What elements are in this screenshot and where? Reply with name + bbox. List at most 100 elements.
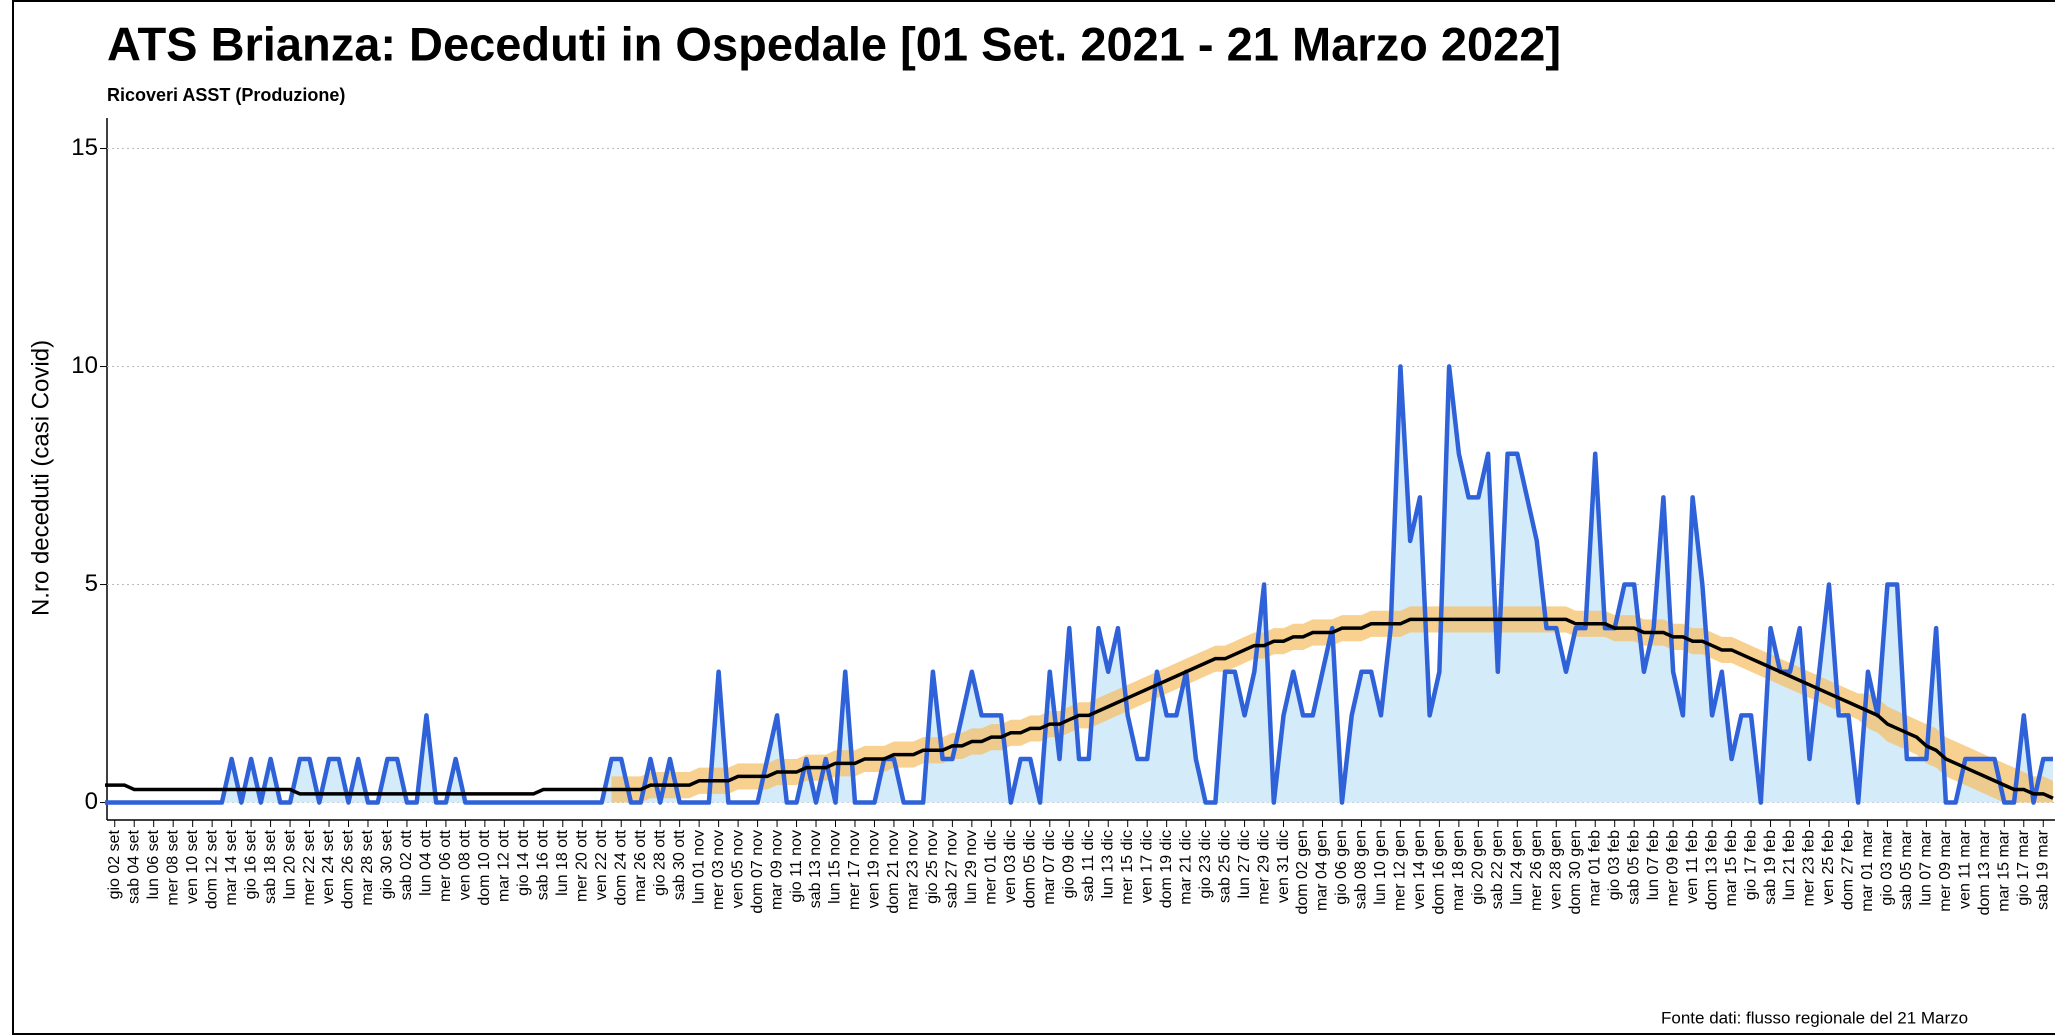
x-tick-label: mar 09 nov xyxy=(768,830,785,910)
x-tick-label: ven 31 dic xyxy=(1275,830,1292,903)
x-tick-label: mar 01 mar xyxy=(1859,829,1876,911)
x-tick-label: ven 05 nov xyxy=(729,830,746,908)
x-tick-label: gio 09 dic xyxy=(1060,830,1077,899)
x-tick-label: dom 30 gen xyxy=(1567,830,1584,915)
x-tick-label: dom 16 gen xyxy=(1431,830,1448,915)
x-tick-label: lun 20 set xyxy=(281,829,298,899)
x-tick-label: mar 18 gen xyxy=(1450,830,1467,911)
x-tick-label: ven 28 gen xyxy=(1547,830,1564,909)
x-tick-label: mer 29 dic xyxy=(1255,830,1272,905)
x-tick-label: lun 15 nov xyxy=(827,830,844,904)
x-tick-label: gio 25 nov xyxy=(924,830,941,904)
x-tick-label: mer 15 dic xyxy=(1119,830,1136,905)
x-tick-label: sab 02 ott xyxy=(398,829,415,900)
source-note: Fonte dati: flusso regionale del 21 Marz… xyxy=(1661,1008,1968,1027)
x-tick-label: mer 12 gen xyxy=(1392,830,1409,911)
y-tick-label: 15 xyxy=(71,134,98,161)
x-tick-label: mer 23 feb xyxy=(1801,830,1818,907)
x-tick-label: dom 13 mar xyxy=(1976,829,1993,915)
x-tick-label: sab 27 nov xyxy=(944,830,961,908)
x-tick-label: ven 19 nov xyxy=(866,830,883,908)
x-tick-label: lun 24 gen xyxy=(1509,830,1526,905)
x-tick-label: mer 01 dic xyxy=(983,830,1000,905)
x-tick-label: ven 24 set xyxy=(320,829,337,903)
x-tick-label: mer 17 nov xyxy=(846,830,863,910)
x-tick-label: dom 19 dic xyxy=(1158,830,1175,908)
x-tick-label: ven 10 set xyxy=(184,829,201,903)
x-tick-label: gio 30 set xyxy=(379,829,396,899)
x-tick-label: dom 24 ott xyxy=(612,829,629,905)
x-tick-label: lun 10 gen xyxy=(1372,830,1389,905)
x-tick-label: sab 30 ott xyxy=(671,829,688,900)
x-tick-label: lun 06 set xyxy=(145,829,162,899)
x-tick-label: sab 13 nov xyxy=(807,830,824,908)
x-tick-label: gio 03 feb xyxy=(1606,830,1623,900)
x-tick-label: ven 03 dic xyxy=(1002,830,1019,903)
x-tick-label: mar 14 set xyxy=(223,829,240,905)
x-tick-label: dom 10 ott xyxy=(476,829,493,905)
x-tick-label: ven 11 feb xyxy=(1684,830,1701,904)
x-tick-label: sab 05 feb xyxy=(1625,830,1642,905)
trend-line xyxy=(105,617,2054,800)
x-tick-label: mer 06 ott xyxy=(437,829,454,902)
x-tick-label: lun 04 ott xyxy=(418,829,435,895)
x-tick-label: mer 26 gen xyxy=(1528,830,1545,911)
x-tick-label: gio 17 feb xyxy=(1742,830,1759,900)
x-tick-label: ven 14 gen xyxy=(1411,830,1428,909)
area xyxy=(105,366,2053,803)
data-line xyxy=(105,364,2053,805)
x-tick-label: dom 05 dic xyxy=(1022,830,1039,908)
x-tick-label: dom 27 feb xyxy=(1840,830,1857,910)
x-tick-label: sab 18 set xyxy=(262,829,279,903)
x-tick-label: mer 03 nov xyxy=(710,830,727,910)
x-tick-label: ven 22 ott xyxy=(593,829,610,900)
x-tick-label: lun 18 ott xyxy=(554,829,571,895)
x-tick-label: mar 15 feb xyxy=(1723,830,1740,907)
y-tick-label: 0 xyxy=(85,788,98,815)
x-tick-label: mar 01 feb xyxy=(1586,830,1603,907)
x-tick-label: mar 23 nov xyxy=(905,830,922,910)
confidence-band xyxy=(611,606,2053,803)
x-tick-label: gio 28 ott xyxy=(651,829,668,895)
x-tick-label: lun 21 feb xyxy=(1781,830,1798,900)
x-tick-label: mer 20 ott xyxy=(573,829,590,902)
y-axis-label: N.ro deceduti (casi Covid) xyxy=(27,340,54,616)
x-tick-label: sab 04 set xyxy=(125,829,142,903)
x-tick-label: dom 12 set xyxy=(203,829,220,909)
x-tick-label: sab 08 gen xyxy=(1353,830,1370,909)
x-tick-label: ven 08 ott xyxy=(457,829,474,900)
x-tick-label: gio 17 mar xyxy=(2015,829,2032,905)
x-tick-label: mer 08 set xyxy=(164,829,181,905)
x-tick-label: lun 13 dic xyxy=(1099,830,1116,899)
x-tick-label: mar 15 mar xyxy=(1996,829,2013,911)
x-tick-label: gio 16 set xyxy=(242,829,259,899)
x-tick-label: mar 26 ott xyxy=(632,829,649,902)
frame xyxy=(12,0,2055,1035)
x-tick-label: gio 14 ott xyxy=(515,829,532,895)
x-tick-label: gio 20 gen xyxy=(1470,830,1487,905)
x-tick-label: sab 19 mar xyxy=(2034,829,2051,910)
x-tick-label: mar 04 gen xyxy=(1314,830,1331,911)
x-tick-label: lun 07 feb xyxy=(1645,830,1662,900)
x-tick-label: ven 11 mar xyxy=(1957,829,1974,909)
x-tick-label: mer 09 feb xyxy=(1664,830,1681,907)
x-tick-label: lun 29 nov xyxy=(963,830,980,904)
x-tick-label: mer 22 set xyxy=(301,829,318,905)
x-tick-label: gio 02 set xyxy=(106,829,123,899)
chart-title: ATS Brianza: Deceduti in Ospedale [01 Se… xyxy=(107,17,1561,70)
x-tick-label: gio 06 gen xyxy=(1333,830,1350,905)
x-tick-label: mar 12 ott xyxy=(496,829,513,902)
x-tick-label: dom 13 feb xyxy=(1703,830,1720,910)
x-tick-label: sab 11 dic xyxy=(1080,830,1097,902)
x-tick-label: ven 25 feb xyxy=(1820,830,1837,905)
y-tick-label: 10 xyxy=(71,352,98,379)
x-tick-label: lun 27 dic xyxy=(1236,830,1253,899)
y-tick-label: 5 xyxy=(85,570,98,597)
x-tick-label: dom 26 set xyxy=(340,829,357,909)
x-tick-label: sab 22 gen xyxy=(1489,830,1506,909)
x-tick-label: sab 25 dic xyxy=(1216,830,1233,903)
x-tick-label: sab 16 ott xyxy=(535,829,552,900)
x-tick-label: mar 21 dic xyxy=(1177,830,1194,905)
x-tick-label: gio 11 nov xyxy=(788,830,805,903)
